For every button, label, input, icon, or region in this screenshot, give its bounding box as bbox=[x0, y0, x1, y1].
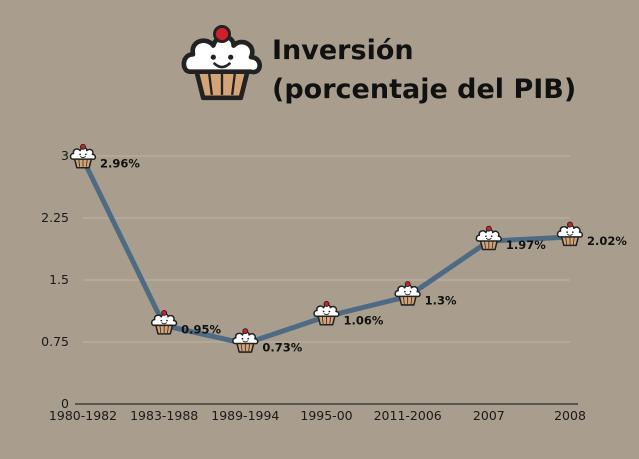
grid-lines bbox=[83, 155, 570, 343]
data-labels: 2.96% 0.95% 0.73% 1.06% 1.3% 1.97% 2.02% bbox=[100, 156, 627, 354]
chart-title-line-1: Inversión bbox=[272, 35, 414, 66]
data-points bbox=[69, 143, 584, 353]
y-tick-label: 1.5 bbox=[49, 272, 69, 287]
data-point-cupcake-icon bbox=[394, 281, 421, 306]
data-point-cupcake-icon bbox=[150, 310, 178, 335]
x-axis-ticks: 1980-1982 1983-1988 1989-1994 1995-00 2011-2… bbox=[49, 408, 586, 423]
x-tick-label: 1983-1988 bbox=[130, 408, 198, 423]
data-point-cupcake-icon bbox=[556, 221, 584, 247]
data-label: 2.96% bbox=[100, 156, 140, 170]
data-point-cupcake-icon bbox=[313, 300, 340, 326]
y-tick-label: 2.25 bbox=[41, 210, 69, 225]
data-label: 1.97% bbox=[506, 238, 546, 252]
data-label: 1.06% bbox=[344, 313, 384, 327]
title-cupcake-icon bbox=[181, 25, 262, 101]
x-tick-label: 2007 bbox=[473, 408, 505, 423]
chart-title-group: Inversión (porcentaje del PIB) bbox=[181, 25, 576, 105]
data-point-cupcake-icon bbox=[475, 225, 502, 251]
chart-title-line-2: (porcentaje del PIB) bbox=[272, 74, 576, 105]
data-label: 1.3% bbox=[425, 294, 457, 308]
y-tick-label: 0 bbox=[61, 396, 69, 411]
x-tick-label: 2008 bbox=[554, 408, 586, 423]
y-tick-label: 3 bbox=[61, 148, 69, 163]
title-cupcake-icon-shape bbox=[181, 25, 262, 101]
x-tick-label: 1980-1982 bbox=[49, 408, 117, 423]
y-axis-ticks: 0 0.75 1.5 2.25 3 bbox=[41, 148, 69, 411]
x-tick-label: 1995-00 bbox=[300, 408, 352, 423]
x-tick-label: 1989-1994 bbox=[211, 408, 279, 423]
x-tick-label: 2011-2006 bbox=[374, 408, 442, 423]
data-label: 0.95% bbox=[181, 322, 221, 336]
data-label: 0.73% bbox=[262, 341, 302, 355]
y-tick-label: 0.75 bbox=[41, 334, 69, 349]
data-point-cupcake-icon bbox=[69, 143, 97, 169]
data-point-cupcake-icon bbox=[232, 328, 259, 353]
data-label: 2.02% bbox=[587, 234, 627, 248]
